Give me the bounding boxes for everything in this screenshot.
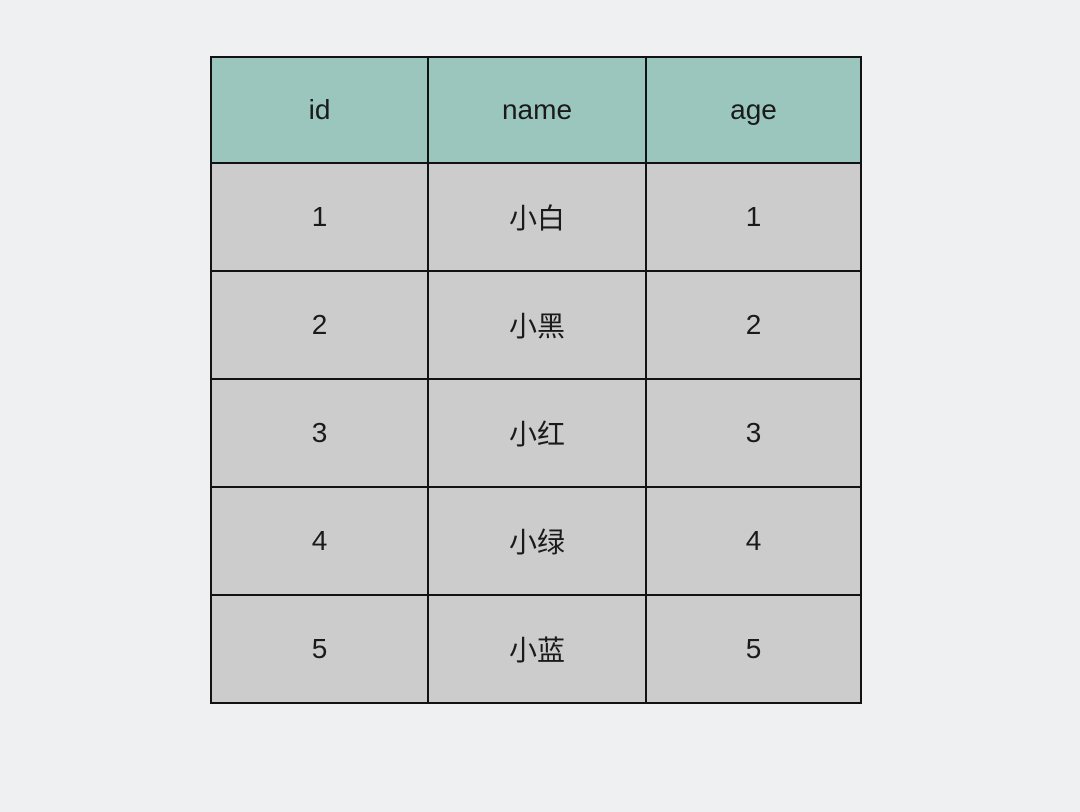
cell-name: 小红 (427, 378, 647, 488)
table-row: 3 小红 3 (210, 378, 862, 488)
data-table: id name age 1 小白 1 2 小黑 2 3 小红 3 4 小绿 4 … (210, 56, 862, 704)
table-row: 2 小黑 2 (210, 270, 862, 380)
cell-age: 2 (645, 270, 862, 380)
cell-id: 4 (210, 486, 429, 596)
cell-age: 5 (645, 594, 862, 704)
column-header-id: id (210, 56, 429, 164)
cell-age: 1 (645, 162, 862, 272)
cell-name: 小黑 (427, 270, 647, 380)
cell-age: 4 (645, 486, 862, 596)
cell-name: 小绿 (427, 486, 647, 596)
table-row: 1 小白 1 (210, 162, 862, 272)
cell-age: 3 (645, 378, 862, 488)
table-row: 5 小蓝 5 (210, 594, 862, 704)
cell-id: 5 (210, 594, 429, 704)
table-header-row: id name age (210, 56, 862, 164)
column-header-name: name (427, 56, 647, 164)
column-header-age: age (645, 56, 862, 164)
cell-name: 小蓝 (427, 594, 647, 704)
cell-id: 3 (210, 378, 429, 488)
cell-name: 小白 (427, 162, 647, 272)
cell-id: 2 (210, 270, 429, 380)
cell-id: 1 (210, 162, 429, 272)
table-row: 4 小绿 4 (210, 486, 862, 596)
